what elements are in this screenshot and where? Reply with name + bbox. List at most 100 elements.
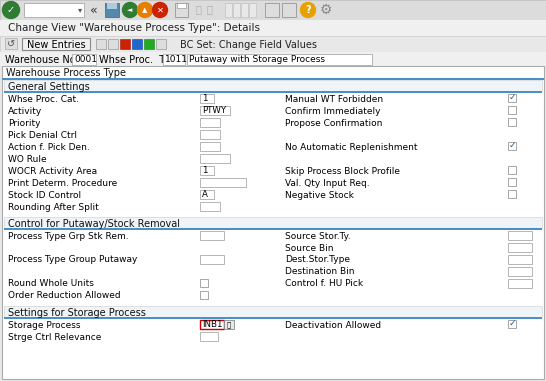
Text: Change View "Warehouse Process Type": Details: Change View "Warehouse Process Type": De…: [8, 23, 260, 33]
Bar: [508, 279, 532, 288]
Bar: [508, 266, 532, 276]
Text: 1011: 1011: [165, 55, 188, 64]
Text: Source Stor.Ty.: Source Stor.Ty.: [285, 232, 351, 240]
Text: Propose Confirmation: Propose Confirmation: [285, 118, 382, 128]
Bar: [105, 3, 119, 17]
Bar: [22, 38, 90, 50]
Text: Control f. HU Pick: Control f. HU Pick: [285, 280, 363, 288]
Text: Whse Proc.  Type: Whse Proc. Type: [99, 55, 182, 65]
Text: ◄: ◄: [127, 7, 133, 13]
Bar: [508, 106, 516, 114]
Text: Action f. Pick Den.: Action f. Pick Den.: [8, 142, 90, 152]
Bar: [96, 39, 106, 49]
Bar: [0, 36, 546, 52]
Text: Stock ID Control: Stock ID Control: [8, 190, 81, 200]
Text: ✓: ✓: [508, 319, 516, 328]
Text: Storage Process: Storage Process: [8, 320, 80, 330]
Bar: [72, 53, 96, 64]
Bar: [200, 165, 214, 175]
Text: «: «: [90, 4, 98, 17]
Text: 1: 1: [202, 94, 207, 103]
Text: ?: ?: [305, 5, 311, 15]
Text: Process Type Grp Stk Rem.: Process Type Grp Stk Rem.: [8, 232, 129, 240]
Text: General Settings: General Settings: [8, 82, 90, 91]
Text: Putaway with Storage Process: Putaway with Storage Process: [189, 55, 325, 64]
Text: Val. Qty Input Req.: Val. Qty Input Req.: [285, 179, 370, 187]
Bar: [508, 178, 516, 186]
Text: Manual WT Forbidden: Manual WT Forbidden: [285, 94, 383, 104]
Text: Confirm Immediately: Confirm Immediately: [285, 107, 381, 115]
Circle shape: [3, 2, 20, 19]
Bar: [177, 3, 186, 8]
Bar: [225, 3, 232, 17]
Text: BC Set: Change Field Values: BC Set: Change Field Values: [180, 40, 317, 50]
Bar: [156, 39, 166, 49]
Bar: [0, 52, 546, 66]
Text: 🔍: 🔍: [227, 321, 231, 328]
Text: INB1: INB1: [202, 320, 223, 329]
Text: Process Type Group Putaway: Process Type Group Putaway: [8, 256, 138, 264]
Bar: [200, 117, 220, 127]
Bar: [200, 279, 208, 287]
Bar: [120, 39, 130, 49]
Text: ↺: ↺: [7, 39, 15, 49]
Text: Destination Bin: Destination Bin: [285, 267, 354, 277]
Bar: [508, 189, 516, 197]
Bar: [4, 91, 542, 93]
Text: ▲: ▲: [143, 7, 147, 13]
Text: 1: 1: [202, 166, 207, 175]
Text: New Entries: New Entries: [27, 40, 86, 50]
Text: Warehouse No.: Warehouse No.: [5, 55, 79, 65]
Bar: [200, 202, 220, 211]
Bar: [200, 331, 218, 341]
Bar: [2, 66, 544, 379]
Text: Source Bin: Source Bin: [285, 243, 334, 253]
Bar: [508, 141, 516, 149]
Bar: [241, 3, 248, 17]
Bar: [4, 306, 542, 317]
Bar: [508, 117, 516, 125]
Bar: [187, 53, 372, 64]
Bar: [0, 20, 546, 36]
Bar: [282, 3, 296, 17]
Circle shape: [152, 3, 168, 18]
Bar: [200, 178, 246, 187]
Bar: [163, 53, 185, 64]
Text: WOCR Activity Area: WOCR Activity Area: [8, 166, 97, 176]
Text: Negative Stock: Negative Stock: [285, 190, 354, 200]
Text: PTWY: PTWY: [202, 106, 226, 115]
Text: ✓: ✓: [508, 93, 516, 102]
Text: ▾: ▾: [78, 5, 82, 14]
Text: ✕: ✕: [157, 5, 163, 14]
Text: Control for Putaway/Stock Removal: Control for Putaway/Stock Removal: [8, 218, 180, 229]
Text: Activity: Activity: [8, 107, 42, 115]
Bar: [508, 242, 532, 252]
Bar: [249, 3, 256, 17]
Bar: [508, 320, 516, 328]
Bar: [4, 317, 542, 319]
Bar: [24, 3, 84, 17]
Bar: [224, 320, 234, 329]
Text: Strge Ctrl Relevance: Strge Ctrl Relevance: [8, 333, 102, 341]
Text: WO Rule: WO Rule: [8, 155, 46, 163]
Bar: [5, 38, 17, 49]
Bar: [200, 141, 220, 151]
Text: 0001: 0001: [74, 55, 97, 64]
Bar: [4, 80, 542, 91]
Text: 👤: 👤: [207, 4, 213, 14]
Bar: [508, 231, 532, 240]
Bar: [508, 255, 532, 264]
Text: Rounding After Split: Rounding After Split: [8, 202, 99, 211]
Bar: [200, 320, 224, 329]
Bar: [200, 255, 224, 264]
Circle shape: [138, 3, 152, 18]
Bar: [200, 154, 230, 163]
Text: Settings for Storage Process: Settings for Storage Process: [8, 307, 146, 317]
Text: ✓: ✓: [508, 141, 516, 150]
Text: Order Reduction Allowed: Order Reduction Allowed: [8, 291, 121, 301]
Bar: [200, 93, 214, 103]
Text: A: A: [202, 190, 208, 199]
Circle shape: [122, 3, 138, 18]
Text: Skip Process Block Profile: Skip Process Block Profile: [285, 166, 400, 176]
Bar: [200, 290, 208, 298]
